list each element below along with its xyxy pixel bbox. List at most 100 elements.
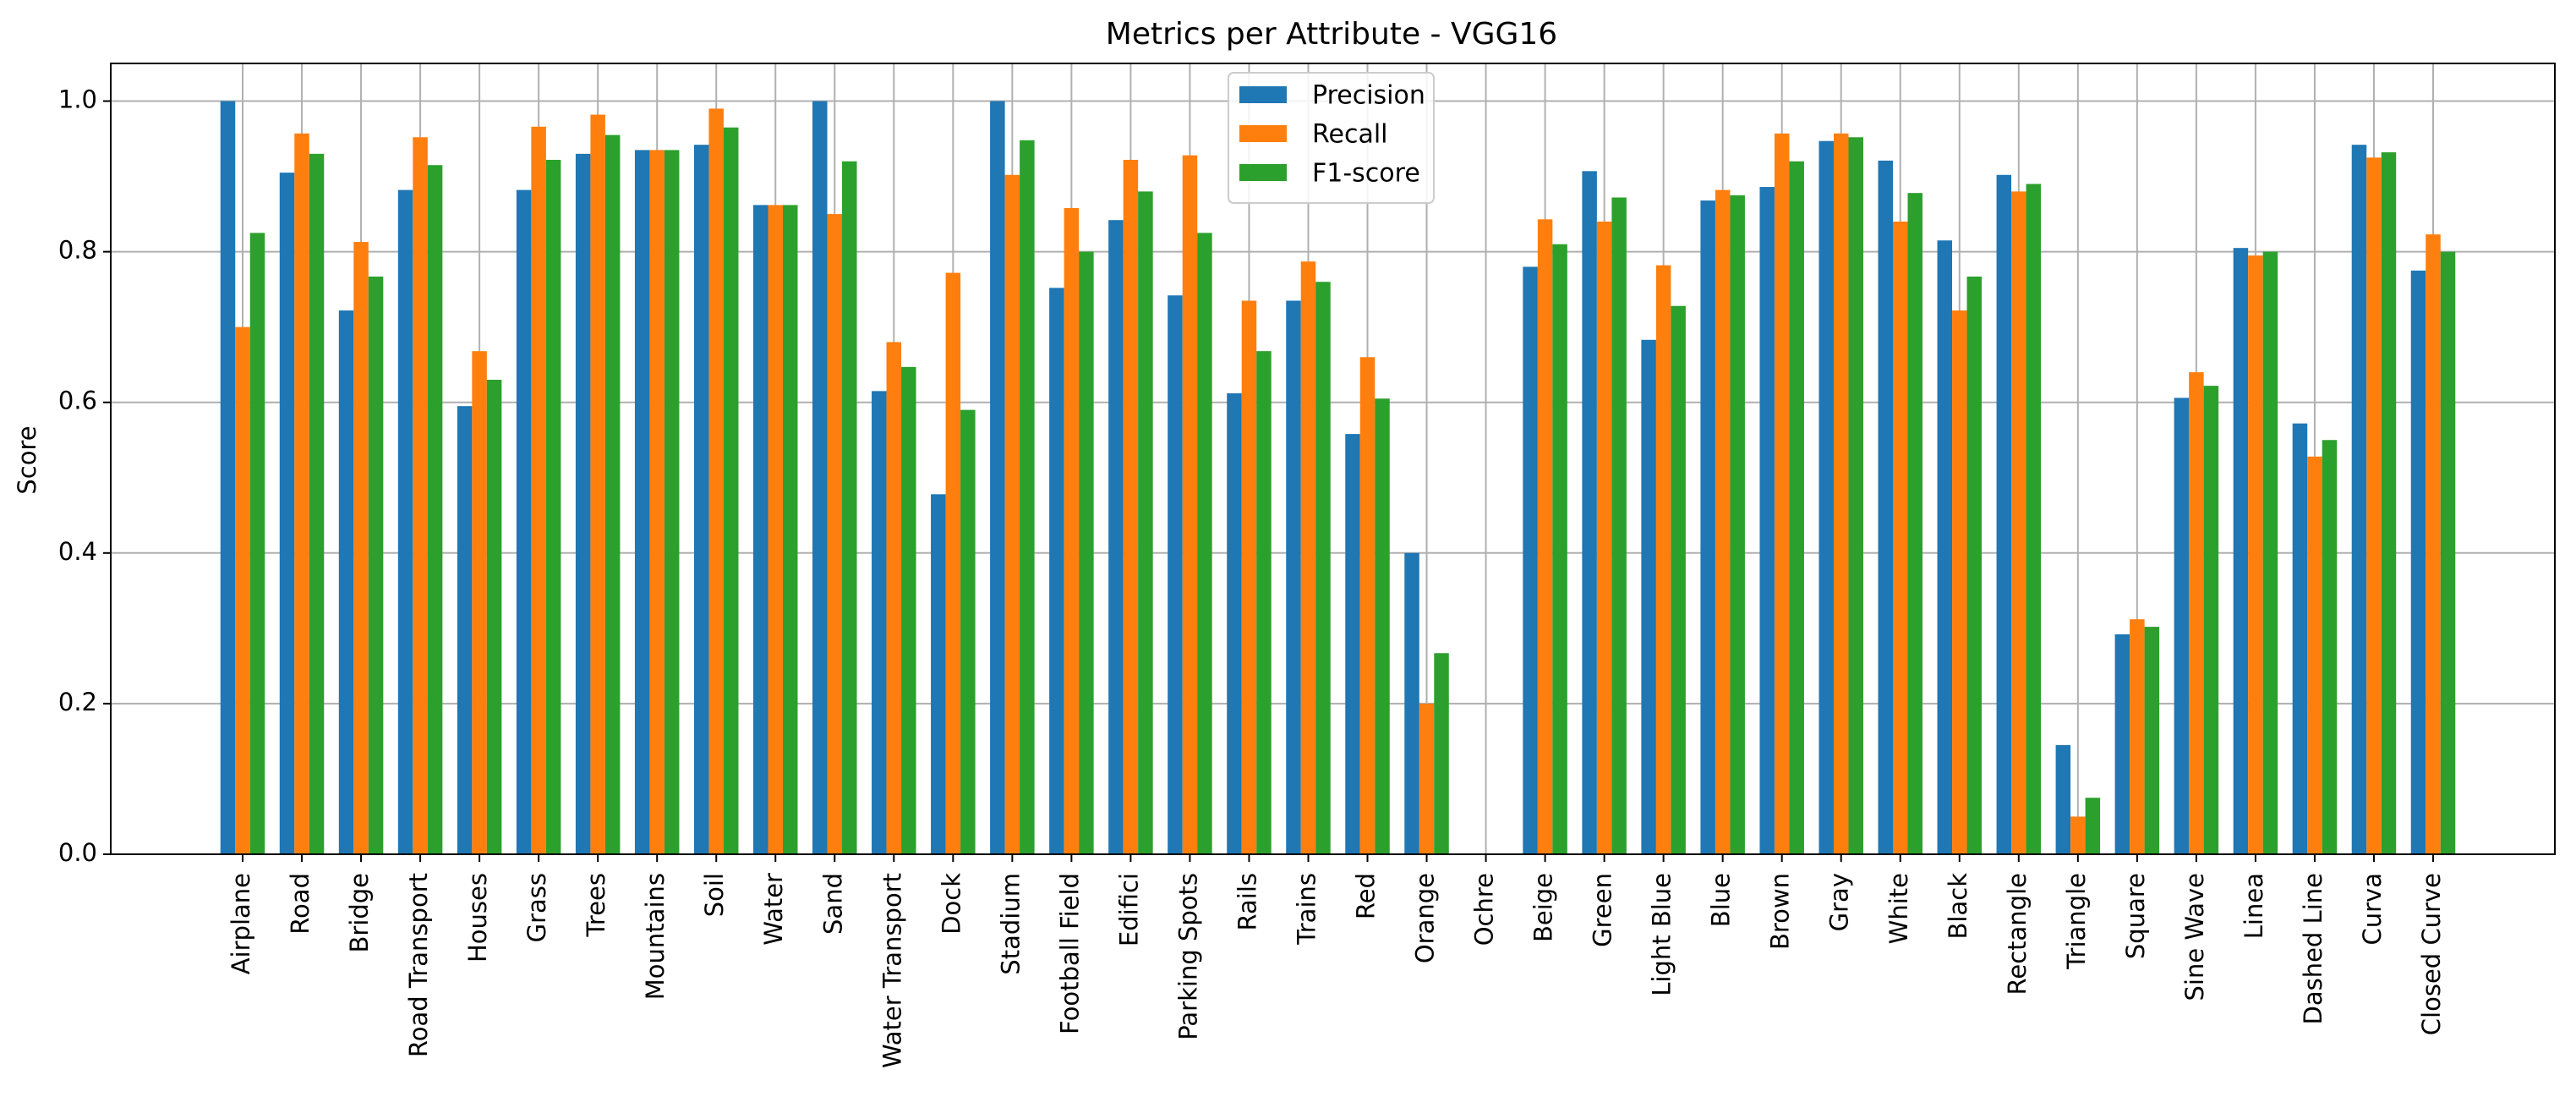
bar-f1-score-blue — [1730, 195, 1745, 855]
x-tick-label-triangle: Triangle — [2062, 873, 2091, 970]
bar-f1-score-stadium — [1020, 140, 1035, 855]
bar-recall-linea — [2248, 255, 2263, 855]
x-tick-label-parking-spots: Parking Spots — [1173, 873, 1202, 1040]
bar-precision-sand — [812, 101, 828, 855]
x-tick-label-black: Black — [1944, 873, 1972, 940]
bar-recall-light-blue — [1655, 265, 1671, 855]
bar-f1-score-mountains — [664, 150, 680, 854]
x-tick-label-curva: Curva — [2358, 873, 2387, 946]
bar-recall-dashed-line — [2307, 456, 2322, 854]
bar-precision-sine-wave — [2174, 398, 2190, 854]
bar-recall-stadium — [1004, 174, 1020, 855]
bar-precision-mountains — [634, 150, 650, 854]
legend-label-recall: Recall — [1312, 120, 1388, 150]
x-tick-label-dock: Dock — [937, 873, 965, 935]
bar-recall-mountains — [649, 150, 665, 854]
x-tick-label-dashed-line: Dashed Line — [2299, 873, 2327, 1025]
plot-frame — [110, 63, 2556, 855]
y-tick-label: 0.4 — [58, 537, 97, 566]
bar-recall-trees — [590, 114, 605, 855]
x-tick-label-gray: Gray — [1825, 873, 1854, 931]
x-tick-label-road: Road — [286, 873, 314, 935]
x-tick-label-houses: Houses — [463, 873, 492, 963]
bar-recall-curva — [2366, 157, 2382, 855]
x-tick-label-white: White — [1884, 873, 1913, 944]
bar-precision-parking-spots — [1168, 295, 1183, 854]
x-tick-label-closed-curve: Closed Curve — [2417, 873, 2446, 1035]
bar-f1-score-dashed-line — [2322, 440, 2338, 854]
bar-f1-score-white — [1907, 193, 1923, 854]
x-tick-label-green: Green — [1589, 873, 1617, 947]
bar-recall-bridge — [353, 242, 369, 854]
bar-precision-dashed-line — [2292, 423, 2308, 854]
bar-precision-triangle — [2055, 744, 2071, 854]
bar-precision-brown — [1759, 187, 1775, 855]
bar-f1-score-gray — [1848, 137, 1863, 854]
y-tick-label: 1.0 — [58, 85, 97, 114]
bar-precision-rails — [1227, 393, 1242, 854]
bar-f1-score-grass — [545, 159, 561, 854]
chart-title: Metrics per Attribute - VGG16 — [1106, 17, 1557, 52]
bar-f1-score-square — [2144, 627, 2160, 854]
bar-precision-edifici — [1108, 220, 1124, 854]
bar-recall-airplane — [235, 326, 250, 855]
bar-f1-score-airplane — [249, 233, 265, 854]
bar-f1-score-water — [782, 205, 798, 854]
bar-precision-soil — [693, 145, 709, 854]
bar-recall-houses — [472, 351, 487, 855]
bar-recall-trains — [1300, 261, 1316, 854]
bar-precision-gray — [1819, 140, 1834, 854]
legend-swatch-precision — [1239, 86, 1287, 103]
bar-recall-water-transport — [886, 342, 902, 854]
x-tick-label-orange: Orange — [1411, 873, 1440, 963]
x-tick-label-light-blue: Light Blue — [1648, 873, 1676, 996]
bar-recall-football-field — [1064, 207, 1080, 854]
bar-precision-airplane — [220, 101, 236, 855]
y-tick-label: 0.6 — [58, 387, 97, 415]
bar-precision-road-transport — [397, 189, 413, 855]
bar-precision-trains — [1286, 300, 1301, 854]
bar-f1-score-houses — [486, 380, 502, 854]
bar-precision-light-blue — [1641, 339, 1656, 854]
bar-f1-score-sand — [842, 161, 857, 854]
x-tick-label-stadium: Stadium — [996, 873, 1025, 975]
bar-precision-beige — [1523, 266, 1538, 854]
bar-precision-stadium — [990, 101, 1005, 855]
x-tick-label-soil: Soil — [700, 873, 729, 917]
bar-recall-gray — [1833, 133, 1849, 855]
bar-precision-square — [2114, 634, 2130, 854]
bar-f1-score-light-blue — [1671, 305, 1686, 854]
bar-f1-score-closed-curve — [2440, 251, 2456, 855]
bar-precision-houses — [457, 406, 473, 855]
bar-precision-curva — [2351, 145, 2367, 854]
bar-f1-score-trees — [604, 134, 621, 855]
bar-precision-blue — [1700, 200, 1715, 855]
x-tick-label-mountains: Mountains — [641, 873, 670, 1000]
bar-f1-score-water-transport — [901, 366, 916, 854]
bar-precision-black — [1937, 240, 1953, 854]
bar-f1-score-parking-spots — [1197, 233, 1212, 854]
bar-f1-score-triangle — [2085, 798, 2101, 854]
y-tick-label: 0.0 — [58, 838, 97, 867]
bar-recall-brown — [1774, 133, 1790, 855]
bar-f1-score-curva — [2381, 152, 2397, 855]
x-tick-label-red: Red — [1352, 873, 1381, 919]
bar-recall-edifici — [1123, 159, 1139, 854]
bar-f1-score-black — [1966, 277, 1983, 854]
legend-swatch-f1-score — [1239, 164, 1287, 181]
bar-f1-score-rails — [1256, 351, 1272, 855]
bar-f1-score-linea — [2262, 251, 2278, 855]
bar-precision-green — [1582, 171, 1597, 855]
x-tick-label-water-transport: Water Transport — [878, 873, 906, 1068]
x-tick-label-edifici: Edifici — [1114, 873, 1143, 946]
y-axis-label: Score — [13, 425, 41, 494]
bar-f1-score-beige — [1552, 244, 1567, 854]
x-tick-label-sand: Sand — [818, 873, 847, 935]
bar-precision-grass — [516, 189, 532, 855]
legend: Precision Recall F1-score — [1228, 72, 1435, 204]
bar-recall-closed-curve — [2426, 234, 2441, 855]
x-tick-label-beige: Beige — [1529, 873, 1558, 942]
bar-recall-blue — [1715, 189, 1731, 855]
